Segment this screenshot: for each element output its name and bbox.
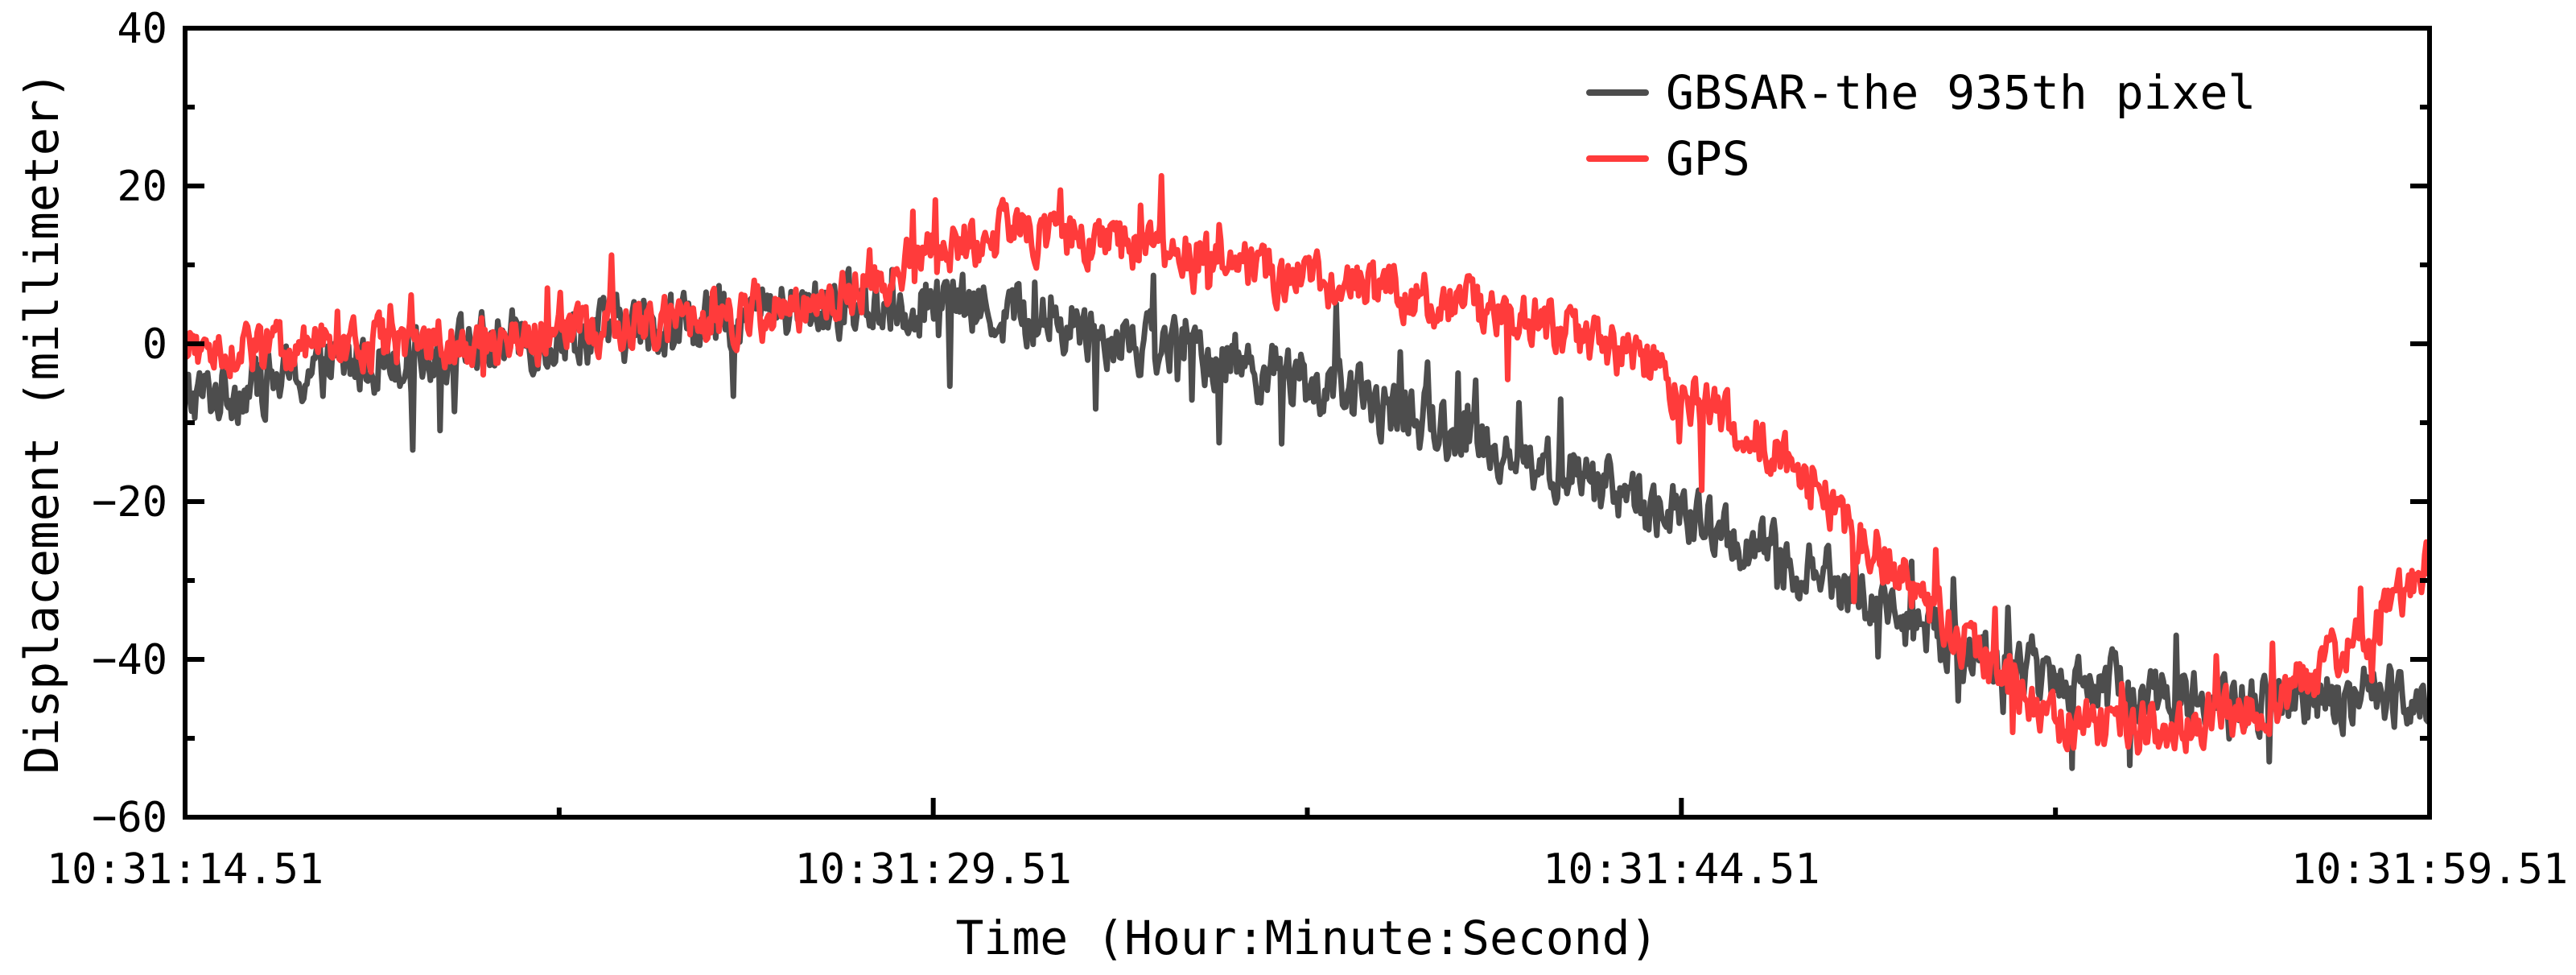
series-layer [185,172,2430,771]
legend-label-gbsar: GBSAR-the 935th pixel [1666,65,2256,120]
y-tick-label: −20 [92,478,167,527]
y-axis-title: Displacement (millimeter) [14,72,69,775]
y-tick-label: −60 [92,794,167,842]
x-axis-title: Time (Hour:Minute:Second) [956,911,1659,965]
x-axis-ticks: 10:31:14.51 10:31:29.51 10:31:44.51 10:31:5… [47,798,2568,894]
x-tick-label: 10:31:29.51 [794,845,1071,894]
x-tick-label: 10:31:59.51 [2291,845,2568,894]
y-tick-label: 0 [142,320,167,369]
y-axis-ticks: −60 −40 −20 0 20 40 [92,5,2430,842]
y-tick-label: −40 [92,636,167,684]
x-tick-label: 10:31:14.51 [47,845,324,894]
y-tick-label: 20 [117,163,167,211]
gbsar-series-line [185,266,2430,771]
legend: GBSAR-the 935th pixel GPS [1586,65,2256,186]
legend-label-gps: GPS [1666,131,1750,186]
x-tick-label: 10:31:44.51 [1543,845,1820,894]
y-tick-label: 40 [117,5,167,53]
gps-series-line [185,172,2430,756]
